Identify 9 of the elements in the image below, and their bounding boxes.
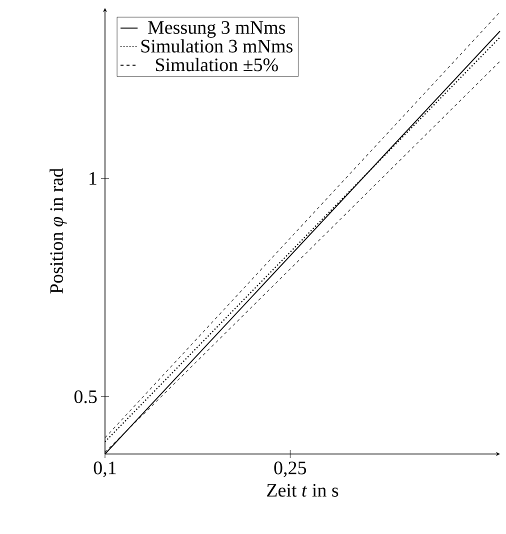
legend-label: Messung 3 mNms: [148, 21, 286, 38]
legend-label: Simulation 3 mNms: [141, 39, 293, 53]
x-tick-label: 0,1: [94, 462, 116, 478]
y-tick-label: 1: [90, 172, 96, 185]
x-tick-label: 0,25: [274, 462, 306, 478]
y-tick-label: 0.5: [74, 390, 97, 404]
legend-label: Simulation ±5%: [156, 58, 278, 72]
y-axis-title: Position φ in rad: [50, 168, 67, 294]
x-axis-title: Zeit t in s: [267, 484, 338, 497]
